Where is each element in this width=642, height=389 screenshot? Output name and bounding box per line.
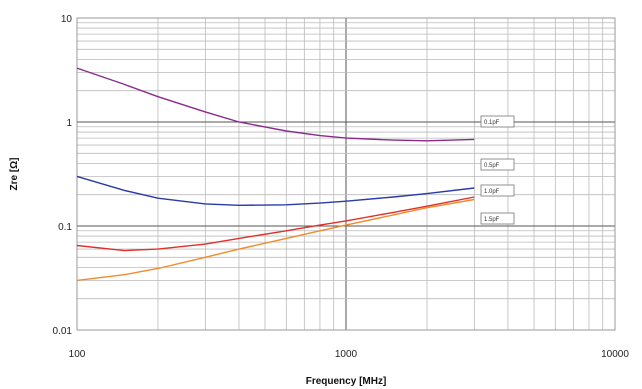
y-tick-label: 1 bbox=[66, 118, 72, 129]
x-axis-title: Frequency [MHz] bbox=[306, 376, 387, 387]
plot-frame bbox=[76, 17, 616, 331]
series-label: 1.5pF bbox=[484, 217, 500, 223]
x-tick-label: 100 bbox=[69, 349, 86, 360]
series-labels: 0.1pF 0.5pF 1.0pF 1.5pF bbox=[480, 115, 515, 225]
series-label-box bbox=[480, 212, 515, 225]
y-tick-label: 0.1 bbox=[58, 222, 72, 233]
grid bbox=[76, 18, 615, 331]
series-label: 0.1pF bbox=[484, 120, 500, 126]
x-tick-label: 10000 bbox=[601, 349, 629, 360]
series-label-box bbox=[480, 158, 515, 171]
y-axis-title: Zre [Ω] bbox=[9, 157, 20, 190]
series-label-box bbox=[480, 115, 515, 128]
series-label-box bbox=[480, 184, 515, 197]
x-tick-label: 1000 bbox=[335, 349, 358, 360]
series-line-0-1pF bbox=[76, 67, 475, 142]
series-line-1-5pF bbox=[76, 198, 475, 282]
tick-labels: 100 1000 10000 0.01 0.1 1 10 bbox=[53, 14, 630, 360]
series-lines bbox=[76, 67, 475, 282]
y-tick-label: 10 bbox=[61, 14, 73, 25]
series-line-0-5pF bbox=[76, 175, 475, 207]
y-tick-label: 0.01 bbox=[53, 326, 73, 337]
series-line-1-0pF bbox=[76, 196, 475, 252]
series-label: 1.0pF bbox=[484, 189, 500, 195]
series-label: 0.5pF bbox=[484, 163, 500, 169]
